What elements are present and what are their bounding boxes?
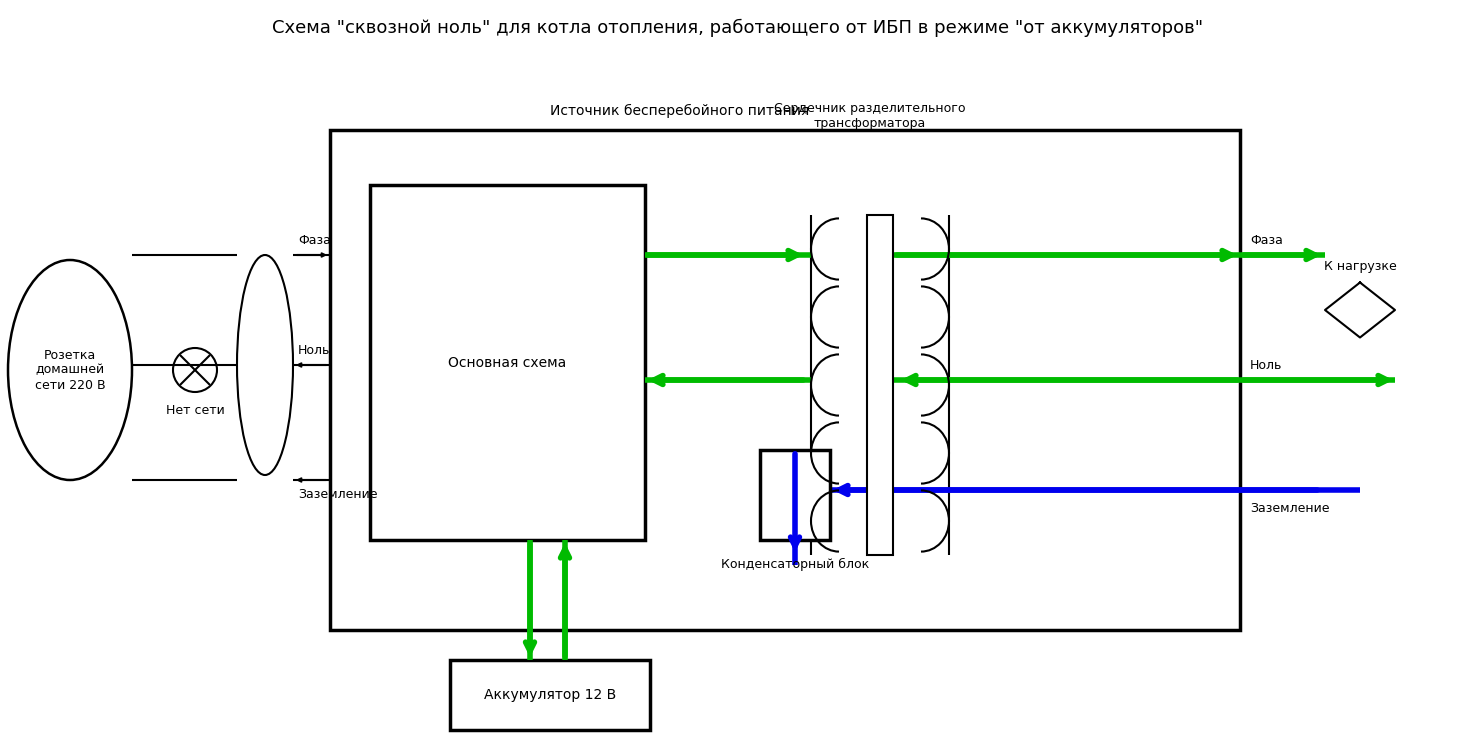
Text: К нагрузке: К нагрузке bbox=[1324, 259, 1396, 273]
Text: Заземление: Заземление bbox=[298, 488, 378, 501]
Text: Нет сети: Нет сети bbox=[165, 404, 224, 417]
Text: Заземление: Заземление bbox=[1250, 502, 1330, 515]
Text: Основная схема: Основная схема bbox=[449, 355, 567, 370]
Bar bbox=[370, 185, 645, 540]
Ellipse shape bbox=[7, 260, 131, 480]
Bar bbox=[331, 130, 1240, 630]
Bar bbox=[760, 450, 830, 540]
Bar bbox=[450, 660, 649, 730]
Text: Фаза: Фаза bbox=[1250, 234, 1283, 247]
Text: Схема "сквозной ноль" для котла отопления, работающего от ИБП в режиме "от аккум: Схема "сквозной ноль" для котла отоплени… bbox=[273, 19, 1203, 37]
Bar bbox=[866, 215, 893, 555]
Text: Конденсаторный блок: Конденсаторный блок bbox=[720, 558, 869, 571]
Text: Ноль: Ноль bbox=[298, 344, 331, 357]
Text: Ноль: Ноль bbox=[1250, 359, 1283, 372]
Text: Источник бесперебойного питания: Источник бесперебойного питания bbox=[551, 104, 810, 118]
Text: Розетка
домашней
сети 220 В: Розетка домашней сети 220 В bbox=[35, 349, 105, 392]
Ellipse shape bbox=[238, 255, 294, 475]
Text: Сердечник разделительного
трансформатора: Сердечник разделительного трансформатора bbox=[775, 102, 965, 130]
Circle shape bbox=[173, 348, 217, 392]
Text: Фаза: Фаза bbox=[298, 234, 331, 247]
Text: Аккумулятор 12 В: Аккумулятор 12 В bbox=[484, 688, 615, 702]
